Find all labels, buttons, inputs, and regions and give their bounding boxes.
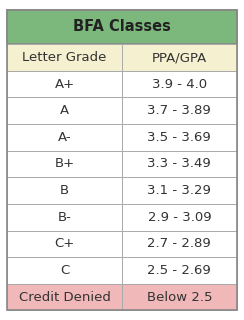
Bar [122, 177, 237, 204]
Text: 2.5 - 2.69: 2.5 - 2.69 [147, 264, 211, 277]
Bar [122, 44, 237, 71]
Text: A+: A+ [55, 78, 75, 91]
Text: B: B [60, 184, 69, 197]
Bar [122, 284, 237, 310]
Text: 3.5 - 3.69: 3.5 - 3.69 [147, 131, 211, 144]
Text: 2.9 - 3.09: 2.9 - 3.09 [148, 211, 211, 224]
Bar [7, 204, 122, 230]
Bar [7, 98, 122, 124]
Bar [7, 10, 237, 44]
Bar [7, 71, 122, 98]
Bar [122, 71, 237, 98]
Text: B+: B+ [55, 157, 75, 171]
Bar [122, 98, 237, 124]
Text: Below 2.5: Below 2.5 [147, 291, 212, 304]
Bar [122, 257, 237, 284]
Text: B-: B- [58, 211, 71, 224]
Text: 3.9 - 4.0: 3.9 - 4.0 [152, 78, 207, 91]
Text: C: C [60, 264, 69, 277]
Bar [7, 230, 122, 257]
Text: 3.3 - 3.49: 3.3 - 3.49 [147, 157, 211, 171]
Text: 3.1 - 3.29: 3.1 - 3.29 [147, 184, 211, 197]
Bar [122, 124, 237, 151]
Bar [122, 204, 237, 230]
Bar [7, 177, 122, 204]
Bar [7, 44, 122, 71]
Text: 2.7 - 2.89: 2.7 - 2.89 [147, 237, 211, 250]
Bar [7, 151, 122, 177]
Bar [7, 284, 122, 310]
Bar [7, 257, 122, 284]
Text: Letter Grade: Letter Grade [22, 51, 107, 64]
Text: Credit Denied: Credit Denied [19, 291, 111, 304]
Text: A-: A- [58, 131, 71, 144]
Text: BFA Classes: BFA Classes [73, 20, 171, 35]
Bar [7, 124, 122, 151]
Text: 3.7 - 3.89: 3.7 - 3.89 [147, 104, 211, 117]
Bar [122, 151, 237, 177]
Bar [122, 230, 237, 257]
Text: C+: C+ [55, 237, 75, 250]
Text: A: A [60, 104, 69, 117]
Text: PPA/GPA: PPA/GPA [152, 51, 207, 64]
